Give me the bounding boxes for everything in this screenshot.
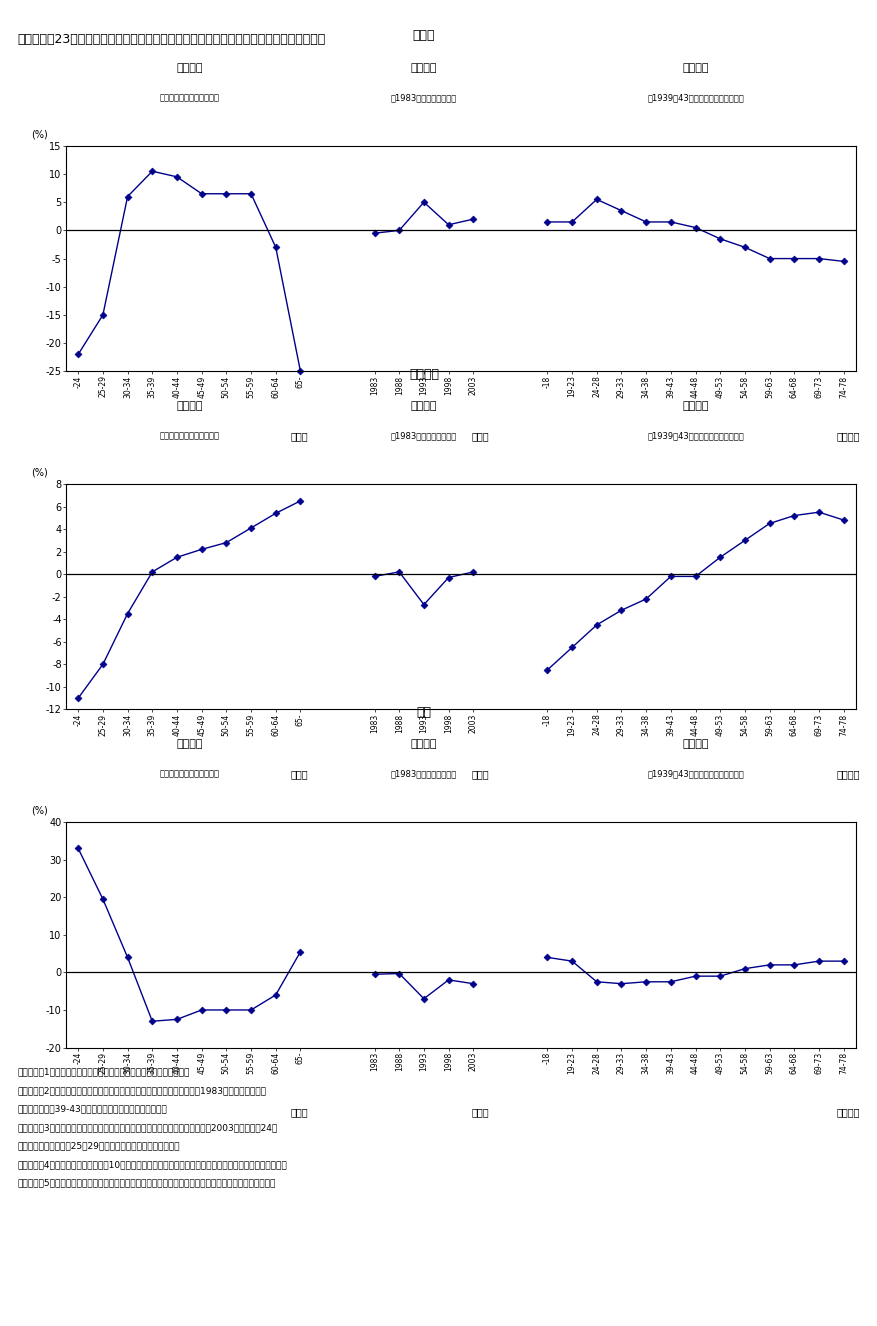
Text: （年齢平均からのかい離）: （年齢平均からのかい離）	[159, 93, 219, 102]
Text: 第３－２－23図　過去５年以内に入居した世帯の入居形態別割合に関するコーホート分析: 第３－２－23図 過去５年以内に入居した世帯の入居形態別割合に関するコーホート分…	[18, 33, 325, 46]
Text: （1983年からのかい離）: （1983年からのかい離）	[390, 431, 457, 440]
Text: （年）: （年）	[471, 1107, 489, 1118]
Text: （1939－43年生まれからのかい離）: （1939－43年生まれからのかい離）	[646, 769, 743, 778]
Text: 時代効果: 時代効果	[410, 400, 437, 411]
Text: （歳）: （歳）	[290, 769, 308, 780]
Text: 年齢効果: 年齢効果	[176, 62, 203, 73]
Text: 世代効果: 世代効果	[681, 400, 708, 411]
Text: 2．年齢効果は年齢効果の平均を基準として表示し、時代効果は1983年を、世代効果は: 2．年齢効果は年齢効果の平均を基準として表示し、時代効果は1983年を、世代効果…	[18, 1086, 267, 1095]
Text: （生年）: （生年）	[836, 1107, 859, 1118]
Text: （生年）: （生年）	[836, 431, 859, 442]
Text: (%): (%)	[31, 467, 47, 477]
Text: 時代効果: 時代効果	[410, 62, 437, 73]
Text: （生年）: （生年）	[836, 769, 859, 780]
Text: (%): (%)	[31, 129, 47, 139]
Text: 年齢効果: 年齢効果	[176, 739, 203, 749]
Text: （年齢平均からのかい離）: （年齢平均からのかい離）	[159, 769, 219, 778]
Text: 共同住宅: 共同住宅	[409, 367, 438, 381]
Text: 以下と25～29歳の世代効果を同一として分析。: 以下と25～29歳の世代効果を同一として分析。	[18, 1142, 180, 1151]
Text: 借家: 借家	[416, 705, 431, 719]
Text: （1983年からのかい離）: （1983年からのかい離）	[390, 93, 457, 102]
Text: （1939－43年生まれからのかい離）: （1939－43年生まれからのかい離）	[646, 93, 743, 102]
Text: （歳）: （歳）	[290, 431, 308, 442]
Text: 世代効果: 世代効果	[681, 62, 708, 73]
Text: 年齢効果: 年齢効果	[176, 400, 203, 411]
Text: （1983年からのかい離）: （1983年からのかい離）	[390, 769, 457, 778]
Text: (%): (%)	[31, 805, 47, 815]
Text: 一戸建: 一戸建	[412, 29, 435, 42]
Text: （年齢平均からのかい離）: （年齢平均からのかい離）	[159, 431, 219, 440]
Text: （1939－43年生まれからのかい離）: （1939－43年生まれからのかい離）	[646, 431, 743, 440]
Text: 時代効果: 時代効果	[410, 739, 437, 749]
Text: 5．一戸建：一戸建・長屋建、共同住宅：共同住宅・その他、借家：公団・公社・民営の借家。: 5．一戸建：一戸建・長屋建、共同住宅：共同住宅・その他、借家：公団・公社・民営の…	[18, 1179, 275, 1188]
Text: （歳）: （歳）	[290, 1107, 308, 1118]
Text: 世代効果: 世代効果	[681, 739, 708, 749]
Text: 39-43年生まれの世代を基準として表示。: 39-43年生まれの世代を基準として表示。	[18, 1105, 168, 1114]
Text: （年）: （年）	[471, 431, 489, 442]
Text: 3．推計方法については付注３－３を参照。ただし、制約条件として2003年時点での24歳: 3．推計方法については付注３－３を参照。ただし、制約条件として2003年時点での…	[18, 1123, 277, 1132]
Text: （年）: （年）	[471, 769, 489, 780]
Text: （備考）　1．総務省「住宅・土地統計調査」により、内閣府で試算。: （備考） 1．総務省「住宅・土地統計調査」により、内閣府で試算。	[18, 1067, 189, 1077]
Text: 4．調査時点から過去４年10ヶ月以内に入居した普通世帯における主世帯の形態別、年齢別割合。: 4．調査時点から過去４年10ヶ月以内に入居した普通世帯における主世帯の形態別、年…	[18, 1160, 287, 1170]
